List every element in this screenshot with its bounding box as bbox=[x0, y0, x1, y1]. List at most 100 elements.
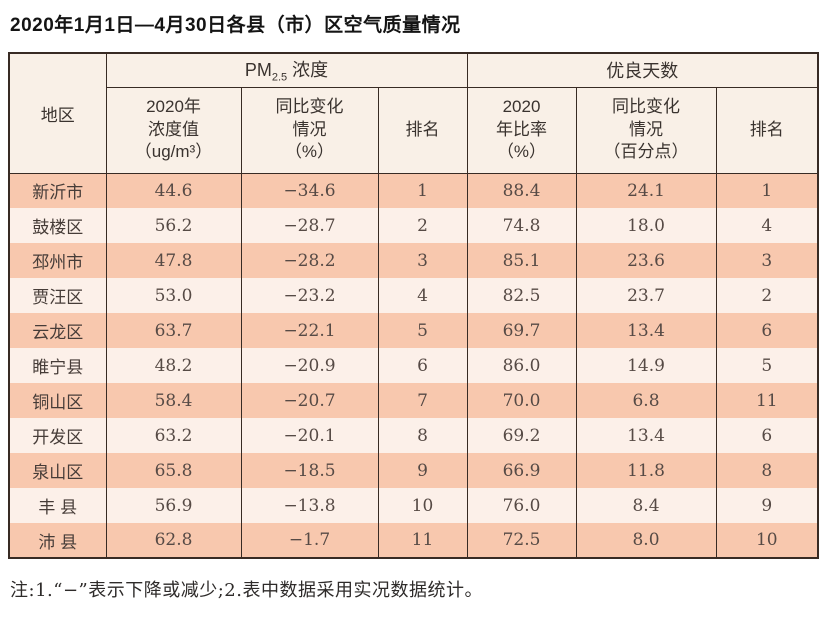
cell-region: 邳州市 bbox=[8, 243, 107, 278]
cell-ratio-rank: 3 bbox=[715, 243, 819, 278]
cell-pm-value: 56.2 bbox=[105, 208, 242, 243]
table-row: 沛 县 62.8 −1.7 11 72.5 8.0 10 bbox=[8, 523, 819, 558]
cell-ratio-change: 6.8 bbox=[575, 383, 717, 418]
table-row: 云龙区 63.7 −22.1 5 69.7 13.4 6 bbox=[8, 313, 819, 348]
cell-pm-value: 62.8 bbox=[105, 523, 242, 558]
column-header-pm-change: 同比变化 情况 （%） bbox=[240, 86, 379, 174]
footnote: 注:1.“−”表示下降或减少;2.表中数据采用实况数据统计。 bbox=[10, 580, 483, 601]
cell-pm-rank: 3 bbox=[377, 243, 468, 278]
cell-pm-rank: 4 bbox=[377, 278, 468, 313]
cell-region: 鼓楼区 bbox=[8, 208, 107, 243]
table-row: 新沂市 44.6 −34.6 1 88.4 24.1 1 bbox=[8, 173, 819, 208]
cell-pm-rank: 10 bbox=[377, 488, 468, 523]
cell-ratio-change: 23.7 bbox=[575, 278, 717, 313]
cell-ratio: 82.5 bbox=[466, 278, 577, 313]
page: 2020年1月1日—4月30日各县（市）区空气质量情况 地区 PM2.5 浓度 … bbox=[8, 15, 820, 601]
cell-ratio: 86.0 bbox=[466, 348, 577, 383]
cell-ratio: 85.1 bbox=[466, 243, 577, 278]
cell-pm-change: −13.8 bbox=[240, 488, 379, 523]
cell-region: 开发区 bbox=[8, 418, 107, 453]
cell-pm-rank: 8 bbox=[377, 418, 468, 453]
cell-ratio: 88.4 bbox=[466, 173, 577, 208]
cell-ratio: 66.9 bbox=[466, 453, 577, 488]
air-quality-table: 地区 PM2.5 浓度 优良天数 2020年 浓度值 （ug/m³） 同比变化 … bbox=[8, 52, 820, 559]
cell-region: 云龙区 bbox=[8, 313, 107, 348]
cell-pm-value: 48.2 bbox=[105, 348, 242, 383]
cell-ratio-change: 8.0 bbox=[575, 523, 717, 558]
cell-pm-change: −20.9 bbox=[240, 348, 379, 383]
cell-ratio-change: 13.4 bbox=[575, 418, 717, 453]
cell-region: 泉山区 bbox=[8, 453, 107, 488]
cell-pm-change: −28.2 bbox=[240, 243, 379, 278]
cell-ratio: 69.2 bbox=[466, 418, 577, 453]
table-row: 睢宁县 48.2 −20.9 6 86.0 14.9 5 bbox=[8, 348, 819, 383]
cell-pm-rank: 5 bbox=[377, 313, 468, 348]
cell-pm-rank: 7 bbox=[377, 383, 468, 418]
cell-region: 丰 县 bbox=[8, 488, 107, 523]
cell-ratio-change: 13.4 bbox=[575, 313, 717, 348]
cell-pm-change: −23.2 bbox=[240, 278, 379, 313]
cell-pm-change: −1.7 bbox=[240, 523, 379, 558]
table-row: 邳州市 47.8 −28.2 3 85.1 23.6 3 bbox=[8, 243, 819, 278]
cell-ratio: 70.0 bbox=[466, 383, 577, 418]
page-title: 2020年1月1日—4月30日各县（市）区空气质量情况 bbox=[10, 15, 461, 36]
cell-pm-value: 47.8 bbox=[105, 243, 242, 278]
cell-ratio-rank: 10 bbox=[715, 523, 819, 558]
column-group-pm25: PM2.5 浓度 bbox=[105, 52, 468, 88]
column-header-region: 地区 bbox=[8, 52, 107, 174]
cell-region: 睢宁县 bbox=[8, 348, 107, 383]
cell-pm-value: 58.4 bbox=[105, 383, 242, 418]
table-header: 地区 PM2.5 浓度 优良天数 2020年 浓度值 （ug/m³） 同比变化 … bbox=[8, 52, 819, 174]
cell-ratio: 69.7 bbox=[466, 313, 577, 348]
cell-pm-change: −28.7 bbox=[240, 208, 379, 243]
cell-ratio: 72.5 bbox=[466, 523, 577, 558]
cell-pm-rank: 9 bbox=[377, 453, 468, 488]
cell-region: 铜山区 bbox=[8, 383, 107, 418]
cell-pm-rank: 1 bbox=[377, 173, 468, 208]
cell-region: 贾汪区 bbox=[8, 278, 107, 313]
cell-ratio-rank: 1 bbox=[715, 173, 819, 208]
cell-ratio-rank: 6 bbox=[715, 418, 819, 453]
table-row: 丰 县 56.9 −13.8 10 76.0 8.4 9 bbox=[8, 488, 819, 523]
column-header-pm-rank: 排名 bbox=[377, 86, 468, 174]
cell-pm-value: 44.6 bbox=[105, 173, 242, 208]
cell-pm-change: −20.1 bbox=[240, 418, 379, 453]
cell-ratio-rank: 8 bbox=[715, 453, 819, 488]
cell-pm-rank: 11 bbox=[377, 523, 468, 558]
column-group-good-days: 优良天数 bbox=[466, 52, 819, 88]
cell-ratio-rank: 6 bbox=[715, 313, 819, 348]
cell-region: 新沂市 bbox=[8, 173, 107, 208]
cell-ratio-change: 8.4 bbox=[575, 488, 717, 523]
cell-pm-change: −22.1 bbox=[240, 313, 379, 348]
cell-ratio: 76.0 bbox=[466, 488, 577, 523]
column-header-ratio: 2020 年比率 （%） bbox=[466, 86, 577, 174]
cell-pm-rank: 2 bbox=[377, 208, 468, 243]
cell-pm-change: −18.5 bbox=[240, 453, 379, 488]
cell-pm-change: −34.6 bbox=[240, 173, 379, 208]
cell-pm-rank: 6 bbox=[377, 348, 468, 383]
cell-pm-value: 53.0 bbox=[105, 278, 242, 313]
cell-ratio-change: 14.9 bbox=[575, 348, 717, 383]
cell-pm-change: −20.7 bbox=[240, 383, 379, 418]
cell-ratio-rank: 9 bbox=[715, 488, 819, 523]
column-header-pm-value: 2020年 浓度值 （ug/m³） bbox=[105, 86, 242, 174]
cell-pm-value: 63.2 bbox=[105, 418, 242, 453]
table-row: 开发区 63.2 −20.1 8 69.2 13.4 6 bbox=[8, 418, 819, 453]
column-header-ratio-rank: 排名 bbox=[715, 86, 819, 174]
table-body: 新沂市 44.6 −34.6 1 88.4 24.1 1 鼓楼区 56.2 −2… bbox=[8, 173, 819, 558]
cell-pm-value: 63.7 bbox=[105, 313, 242, 348]
cell-ratio-rank: 11 bbox=[715, 383, 819, 418]
table-row: 泉山区 65.8 −18.5 9 66.9 11.8 8 bbox=[8, 453, 819, 488]
cell-pm-value: 56.9 bbox=[105, 488, 242, 523]
pm25-label-prefix: PM bbox=[244, 60, 272, 81]
pm25-label-suffix: 浓度 bbox=[287, 60, 329, 81]
cell-ratio-rank: 2 bbox=[715, 278, 819, 313]
cell-ratio-change: 23.6 bbox=[575, 243, 717, 278]
column-header-ratio-change: 同比变化 情况 （百分点） bbox=[575, 86, 717, 174]
table-row: 鼓楼区 56.2 −28.7 2 74.8 18.0 4 bbox=[8, 208, 819, 243]
cell-ratio-rank: 5 bbox=[715, 348, 819, 383]
cell-ratio-change: 11.8 bbox=[575, 453, 717, 488]
cell-ratio-change: 24.1 bbox=[575, 173, 717, 208]
cell-ratio-change: 18.0 bbox=[575, 208, 717, 243]
cell-pm-value: 65.8 bbox=[105, 453, 242, 488]
